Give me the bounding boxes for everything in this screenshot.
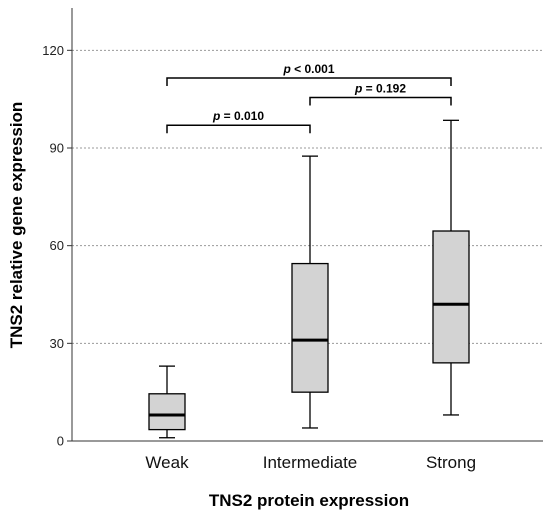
significance-bracket: p = 0.192 (309, 82, 452, 106)
box-strong (432, 119, 470, 416)
significance-bracket: p = 0.010 (166, 109, 311, 134)
y-ticks: 0 30 60 90 120 (42, 43, 72, 449)
y-tick-label: 0 (57, 434, 64, 449)
y-tick-label: 90 (50, 140, 64, 155)
boxes (148, 119, 470, 439)
bracket-line (166, 77, 452, 86)
x-category-label: Weak (145, 453, 189, 472)
p-value-label: p = 0.010 (212, 109, 264, 123)
box-weak (148, 365, 186, 439)
box-iqr (432, 230, 470, 364)
box-intermediate (291, 155, 329, 429)
y-tick-label: 60 (50, 238, 64, 253)
x-category-labels: Weak Intermediate Strong (145, 453, 476, 472)
y-tick-label: 120 (42, 43, 64, 58)
x-axis-title: TNS2 protein expression (209, 491, 409, 510)
x-category-label: Intermediate (263, 453, 358, 472)
box-iqr (148, 393, 186, 431)
bracket-line (309, 96, 452, 106)
p-value-label: p < 0.001 (282, 62, 334, 76)
x-category-label: Strong (426, 453, 476, 472)
significance-bracket: p < 0.001 (166, 62, 452, 86)
box-iqr (291, 262, 329, 393)
y-axis-title: TNS2 relative gene expression (7, 102, 26, 349)
axes (71, 8, 543, 442)
bracket-line (166, 124, 311, 134)
p-value-label: p = 0.192 (354, 82, 406, 96)
y-tick-label: 30 (50, 336, 64, 351)
significance-brackets: p = 0.010 p = 0.192 p < 0.001 (166, 62, 452, 134)
